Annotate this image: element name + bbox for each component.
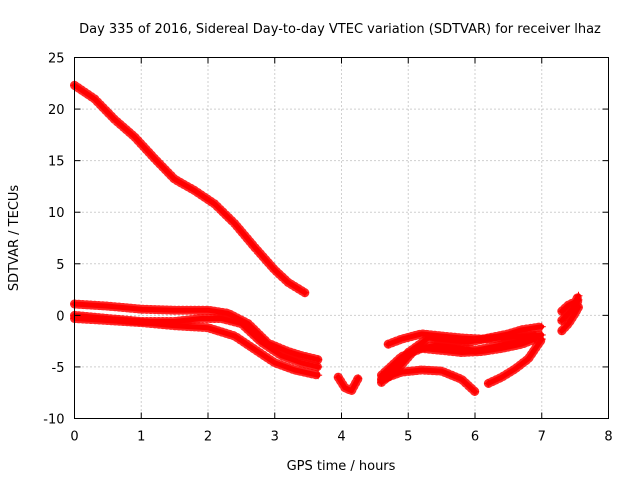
y-axis-label: SDTVAR / TECUs: [7, 185, 22, 292]
x-tick-labels: 0 1 2 3 4 5 6 7 8: [70, 430, 612, 445]
x-tick-label: 4: [337, 430, 345, 445]
series-trace-5: [333, 372, 363, 396]
series-plus-markers: [70, 299, 323, 365]
y-tick-label: 5: [56, 258, 64, 273]
x-tick-label: 8: [604, 430, 612, 445]
series-trace-14: [557, 291, 583, 316]
x-tick-label: 1: [137, 430, 145, 445]
x-tick-label: 6: [471, 430, 479, 445]
y-tick-label: 25: [48, 52, 65, 67]
series-plus-markers: [70, 80, 310, 298]
chart-title: Day 335 of 2016, Sidereal Day-to-day VTE…: [79, 22, 601, 37]
y-tick-label: 0: [56, 309, 64, 324]
axis-ticks: [74, 57, 609, 419]
series-trace-11: [483, 334, 547, 388]
series-plus-markers: [483, 334, 547, 388]
x-tick-label: 5: [404, 430, 412, 445]
y-tick-label: -5: [52, 361, 65, 376]
x-tick-label: 7: [538, 430, 546, 445]
grid: [74, 57, 609, 419]
x-axis-label: GPS time / hours: [287, 459, 396, 474]
series-plus-markers: [383, 329, 547, 349]
series-trace-1: [70, 80, 310, 298]
x-tick-label: 3: [271, 430, 279, 445]
y-tick-label: 10: [48, 206, 65, 221]
series-plus-markers: [70, 314, 323, 380]
x-tick-label: 0: [70, 430, 78, 445]
y-tick-label: 20: [48, 103, 65, 118]
series-plus-markers: [333, 372, 363, 396]
data-series: [70, 80, 583, 397]
x-tick-label: 2: [204, 430, 212, 445]
y-tick-label: -10: [43, 413, 64, 428]
y-tick-labels: -10 -5 0 5 10 15 20 25: [43, 52, 64, 428]
y-tick-label: 15: [48, 155, 65, 170]
series-plus-markers: [557, 291, 583, 316]
